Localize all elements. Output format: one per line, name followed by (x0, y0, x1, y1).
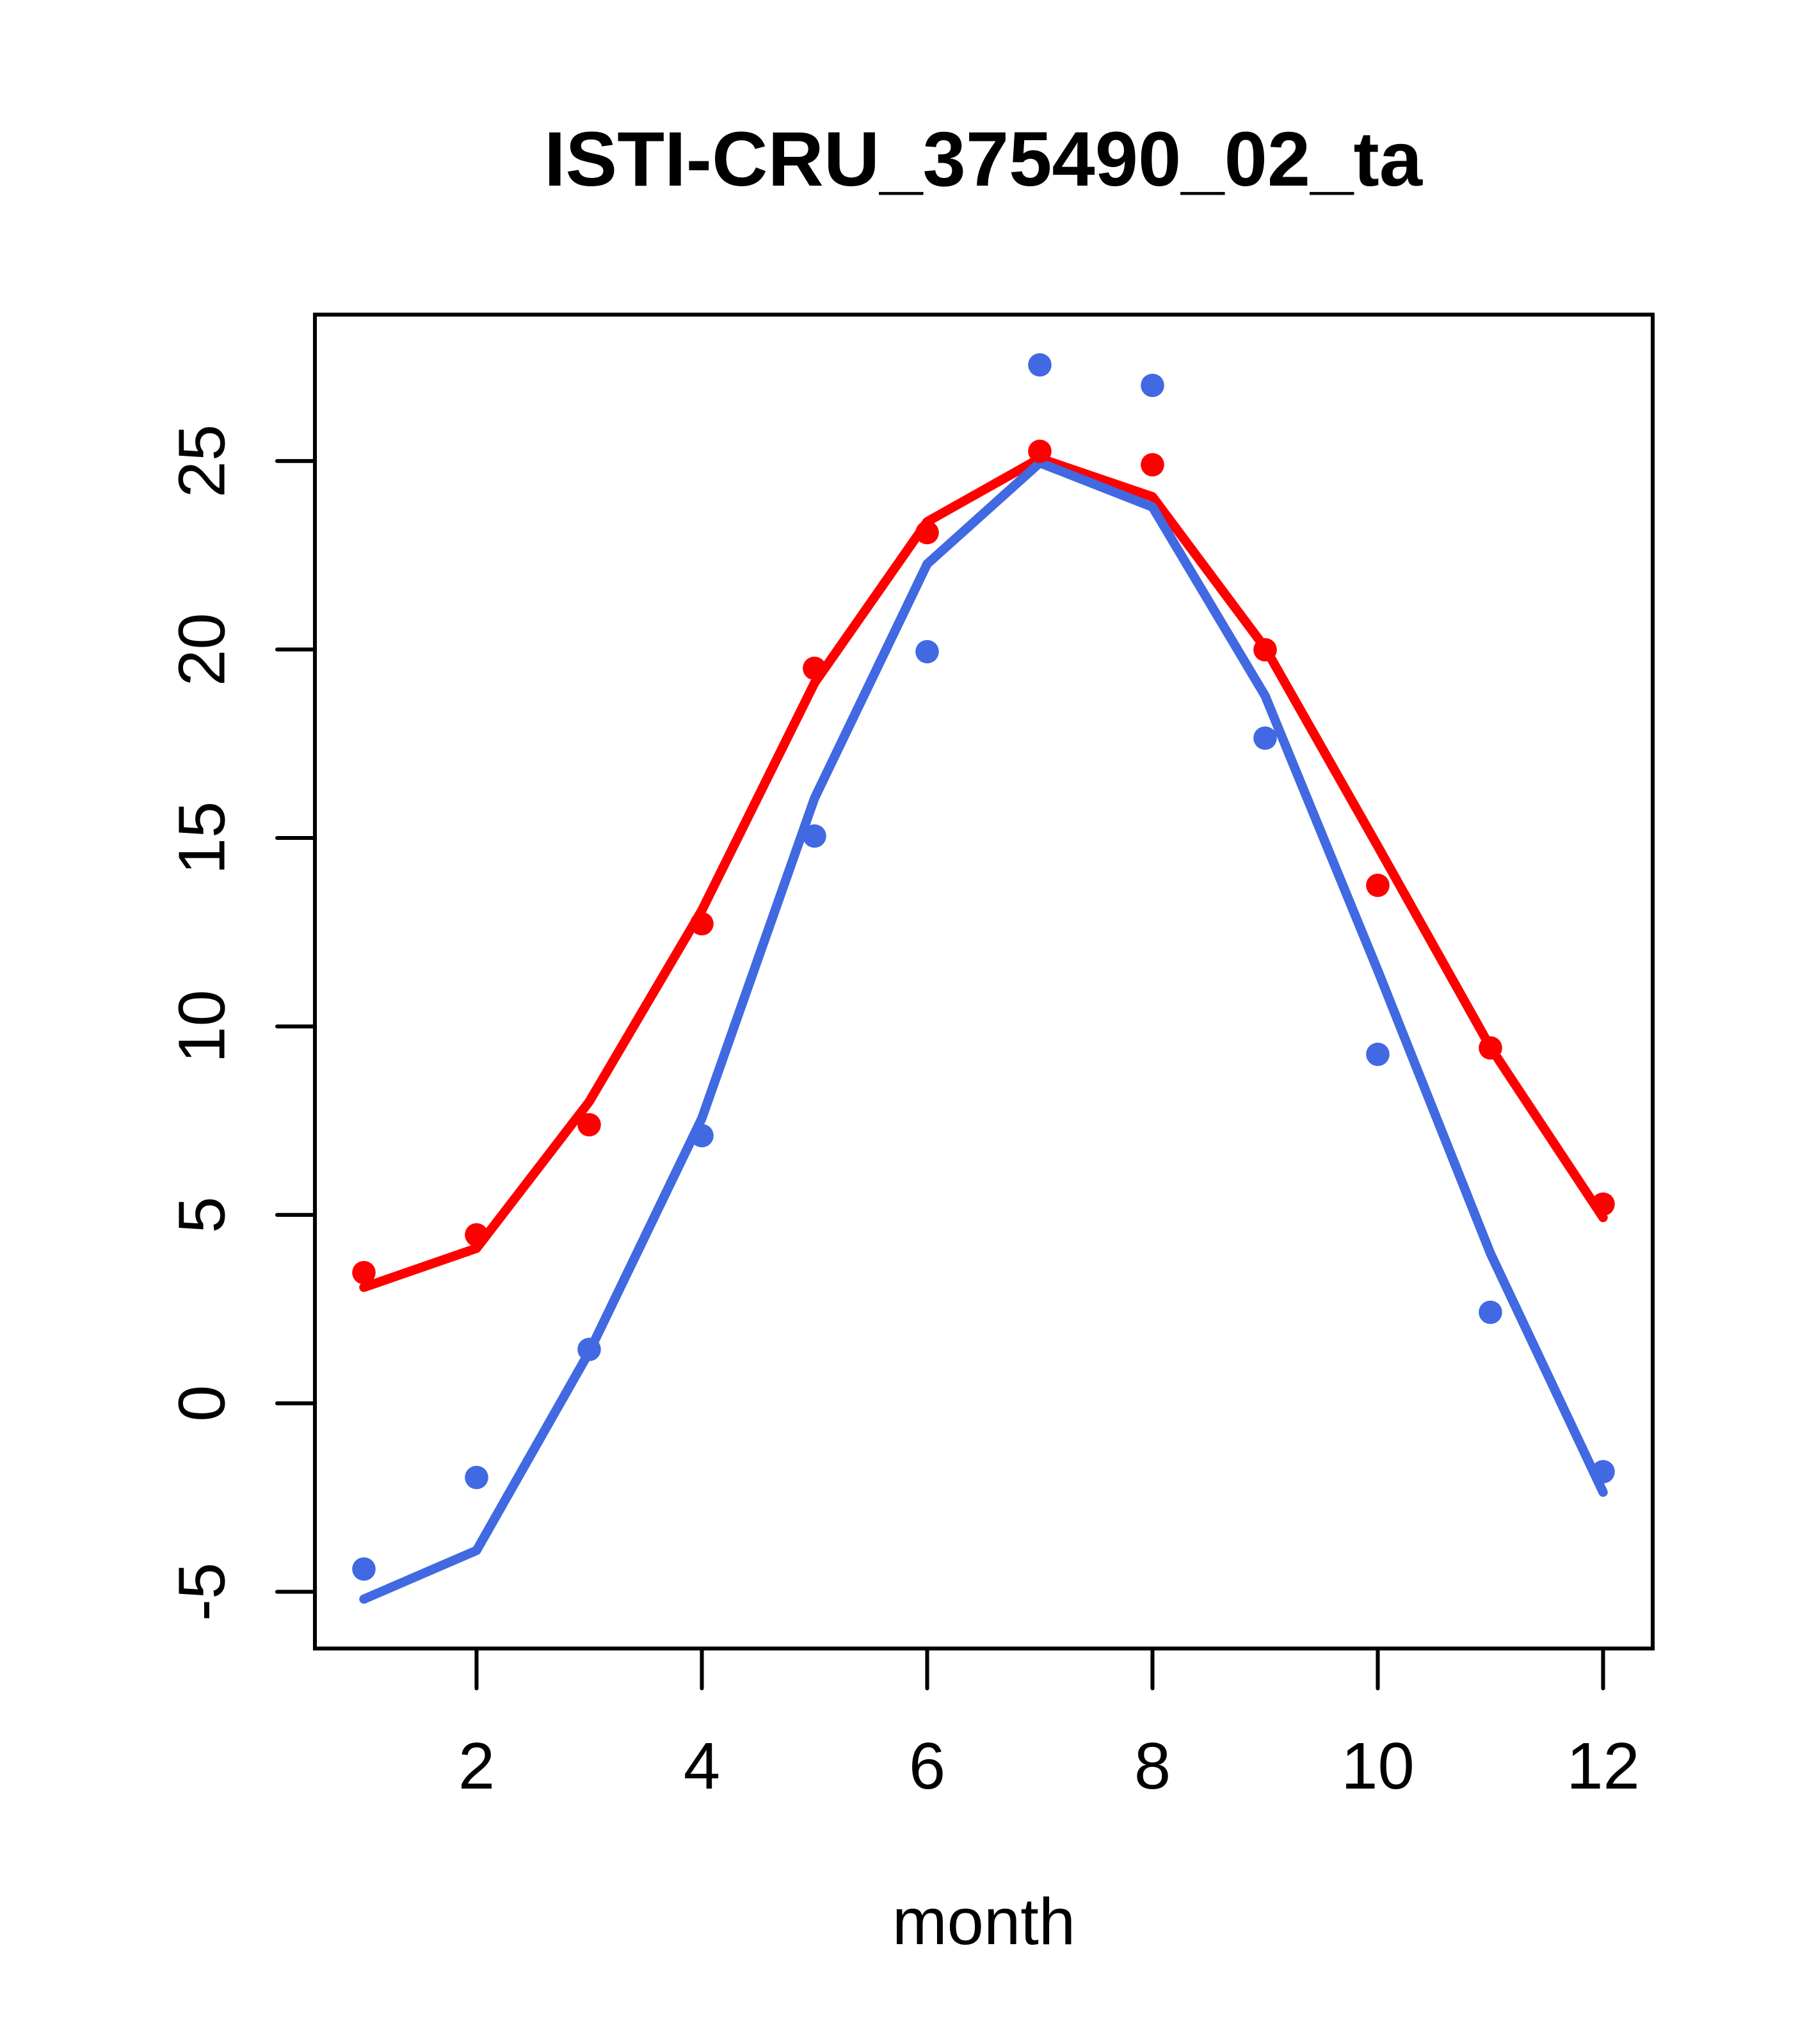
svg-text:6: 6 (909, 1729, 945, 1803)
svg-text:month: month (892, 1885, 1075, 1958)
svg-text:10: 10 (165, 990, 238, 1063)
svg-text:4: 4 (684, 1729, 720, 1803)
svg-text:ISTI-CRU_375490_02_ta: ISTI-CRU_375490_02_ta (544, 115, 1424, 202)
svg-text:0: 0 (165, 1385, 238, 1422)
svg-text:10: 10 (1341, 1729, 1415, 1803)
svg-text:8: 8 (1134, 1729, 1171, 1803)
svg-text:25: 25 (165, 424, 238, 498)
svg-text:2: 2 (458, 1729, 495, 1803)
svg-text:5: 5 (165, 1196, 238, 1233)
svg-text:20: 20 (165, 613, 238, 686)
svg-text:12: 12 (1566, 1729, 1640, 1803)
svg-text:15: 15 (165, 801, 238, 875)
svg-text:-5: -5 (165, 1563, 238, 1622)
